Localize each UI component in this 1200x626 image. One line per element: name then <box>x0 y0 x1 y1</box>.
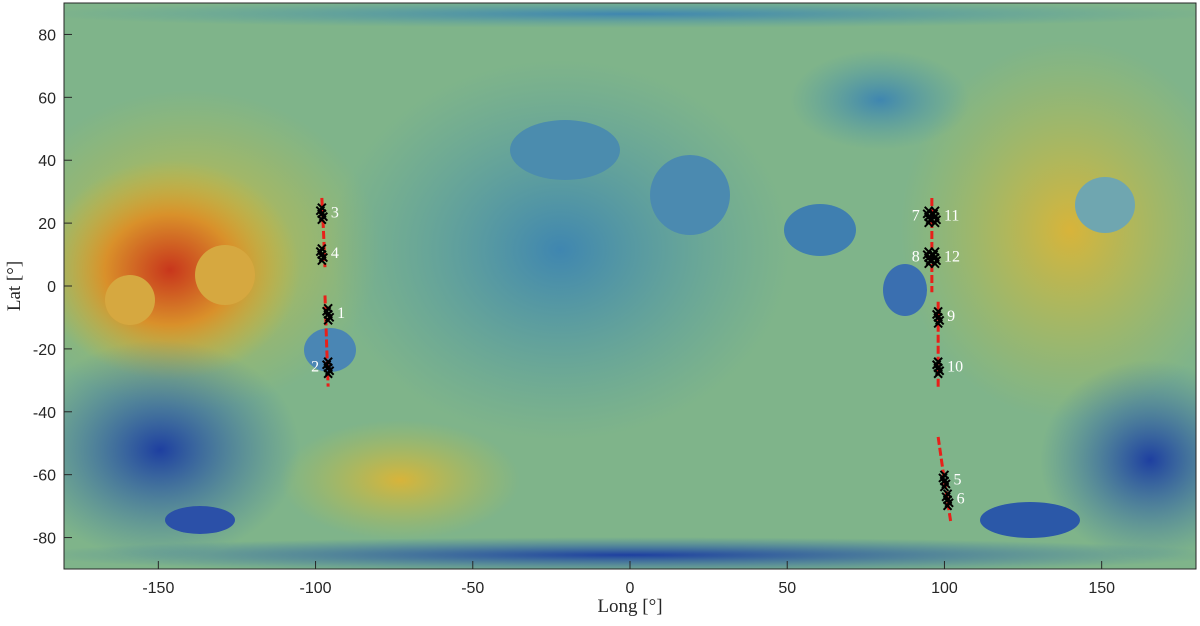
site-marker <box>928 206 942 228</box>
site-label: 2 <box>311 358 319 375</box>
y-tick-label: 80 <box>38 27 56 44</box>
cross <box>323 315 333 326</box>
cross <box>942 501 953 511</box>
site-marker <box>938 470 951 492</box>
cross <box>939 482 950 492</box>
x-tick-label: -50 <box>461 580 484 597</box>
y-tick-label: -40 <box>33 405 56 422</box>
site-label: 8 <box>912 248 920 265</box>
site-label: 9 <box>947 308 955 325</box>
x-tick-label: -150 <box>142 580 174 597</box>
cross <box>323 369 333 379</box>
site-marker <box>321 303 335 326</box>
x-tick-label: 50 <box>778 580 796 597</box>
site-label: 10 <box>947 358 963 375</box>
y-tick-label: 20 <box>38 216 56 233</box>
x-axis-label: Long [°] <box>597 596 662 617</box>
site-label: 12 <box>944 248 960 265</box>
x-tick-label: -100 <box>300 580 332 597</box>
y-tick-label: -80 <box>33 531 56 548</box>
x-tick-label: 150 <box>1088 580 1115 597</box>
y-axis-label: Lat [°] <box>4 261 25 311</box>
site-marker <box>315 202 329 225</box>
cross <box>930 258 940 269</box>
site-marker <box>931 306 945 329</box>
cross <box>317 214 327 225</box>
data-layer: -150 -100 -50 0 50 100 150 -80 -60 -40 -20 0 20 40 60 8… <box>33 27 1115 597</box>
site-marker <box>315 243 329 266</box>
site-marker <box>321 357 335 379</box>
y-tick-label: 60 <box>38 90 56 107</box>
site-marker <box>928 246 942 269</box>
site-label: 5 <box>953 472 961 489</box>
site-label: 11 <box>944 207 959 224</box>
site-label: 7 <box>912 207 920 224</box>
x-tick-label: 0 <box>626 580 635 597</box>
site-label: 3 <box>331 204 339 221</box>
y-tick-label: 40 <box>38 153 56 170</box>
site-marker <box>941 489 954 511</box>
y-tick-label: -20 <box>33 342 56 359</box>
cross <box>933 369 943 379</box>
lunar-terrain <box>64 3 1196 569</box>
y-tick-label: 0 <box>47 279 56 296</box>
x-tick-label: 100 <box>931 580 958 597</box>
site-marker <box>931 357 945 379</box>
cross <box>933 318 943 329</box>
site-label: 6 <box>957 490 965 507</box>
cross <box>317 255 327 266</box>
site-label: 4 <box>331 245 339 262</box>
site-label: 1 <box>337 305 345 322</box>
y-tick-label: -60 <box>33 468 56 485</box>
cross <box>930 218 940 228</box>
